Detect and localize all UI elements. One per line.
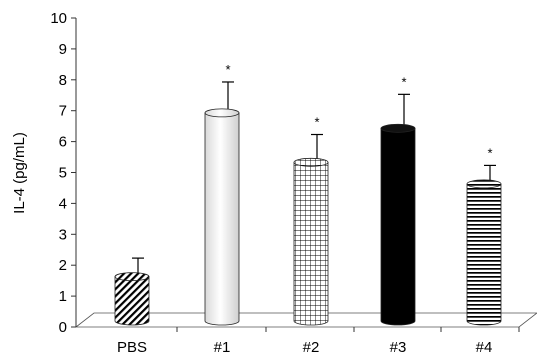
- y-tick-label: 3: [59, 226, 67, 243]
- significance-marker: *: [314, 115, 319, 130]
- error-bar: [222, 82, 234, 109]
- y-tick-label: 10: [50, 10, 67, 27]
- y-axis: 0 1 2 3 4 5 6 7 8 9 10: [50, 10, 76, 336]
- x-category-label: #1: [214, 339, 231, 356]
- y-tick-label: 9: [59, 41, 67, 58]
- bar: [467, 180, 501, 325]
- x-category-label: #2: [303, 339, 320, 356]
- x-category-label: #3: [390, 339, 407, 356]
- bar: [205, 109, 239, 325]
- error-bar: [311, 135, 323, 159]
- bar: [294, 158, 328, 325]
- significance-marker: *: [225, 62, 230, 77]
- bar: [381, 124, 415, 325]
- significance-marker: *: [487, 145, 492, 160]
- y-tick-label: 4: [59, 195, 67, 212]
- y-tick-label: 0: [59, 319, 67, 336]
- y-tick-label: 1: [59, 288, 67, 305]
- y-tick-label: 7: [59, 103, 67, 120]
- y-axis-title: IL-4 (pg/mL): [11, 132, 28, 214]
- y-tick-label: 8: [59, 72, 67, 89]
- y-tick-label: 5: [59, 165, 67, 182]
- x-category-labels: PBS #1 #2 #3 #4: [117, 327, 519, 356]
- error-bar: [484, 165, 496, 180]
- bars: [115, 109, 501, 325]
- error-bar: [398, 94, 410, 124]
- x-category-label: PBS: [117, 339, 147, 356]
- y-tick-label: 6: [59, 134, 67, 151]
- significance-marker: *: [401, 74, 406, 89]
- error-bar: [132, 258, 144, 273]
- significance-markers: * * * *: [225, 62, 492, 160]
- y-tick-label: 2: [59, 257, 67, 274]
- x-category-label: #4: [476, 339, 493, 356]
- bar: [115, 273, 149, 325]
